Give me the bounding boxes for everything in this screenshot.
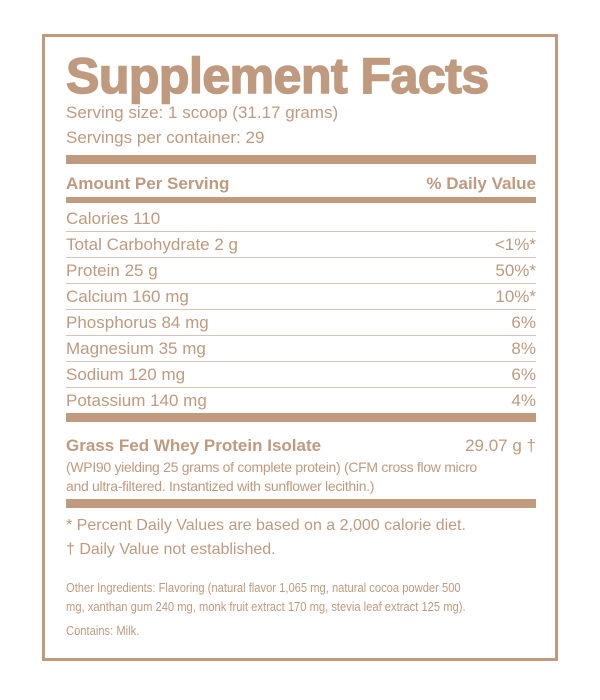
nutrient-name: Potassium 140 mg [66, 391, 207, 410]
ingredient-description-1: (WPI90 yielding 25 grams of complete pro… [66, 459, 477, 475]
ingredient-row: Grass Fed Whey Protein Isolate 29.07 g † [66, 436, 536, 456]
nutrient-name: Phosphorus 84 mg [66, 313, 209, 332]
nutrient-daily-value: 6% [511, 365, 536, 384]
amount-per-serving-label: Amount Per Serving [66, 174, 230, 193]
panel-title: Supplement Facts [65, 48, 490, 104]
nutrient-name: Magnesium 35 mg [66, 339, 206, 358]
nutrient-daily-value: 10%* [495, 287, 536, 306]
contains-allergens: Contains: Milk. [66, 623, 140, 638]
nutrient-row: Calcium 160 mg 10%* [66, 284, 536, 310]
servings-per-container: Servings per container: 29 [66, 128, 265, 147]
nutrient-name: Total Carbohydrate 2 g [66, 235, 238, 254]
nutrient-row: Calories 110 [66, 206, 536, 232]
other-ingredients-2: mg, xanthan gum 240 mg, monk fruit extra… [66, 599, 466, 614]
percent-daily-note: * Percent Daily Values are based on a 2,… [66, 517, 466, 534]
ingredient-name: Grass Fed Whey Protein Isolate [66, 436, 322, 455]
divider-thick [66, 413, 536, 422]
nutrient-name: Protein 25 g [66, 261, 158, 280]
nutrient-name: Sodium 120 mg [66, 365, 186, 384]
nutrient-name: Calcium 160 mg [66, 287, 189, 306]
nutrient-row: Potassium 140 mg 4% [66, 388, 536, 413]
nutrient-name: Calories 110 [66, 209, 161, 228]
table-header: Amount Per Serving % Daily Value [66, 174, 536, 194]
dagger-note: † Daily Value not established. [66, 541, 276, 558]
divider-thick [66, 155, 536, 164]
divider-thick [66, 499, 536, 508]
ingredient-amount: 29.07 g † [465, 436, 536, 455]
nutrient-row: Magnesium 35 mg 8% [66, 336, 536, 362]
ingredient-description-2: and ultra-filtered. Instantized with sun… [66, 478, 375, 494]
nutrient-daily-value: <1%* [494, 235, 536, 254]
daily-value-label: % Daily Value [426, 174, 536, 193]
nutrient-daily-value: 6% [511, 313, 536, 332]
other-ingredients-1: Other Ingredients: Flavoring (natural fl… [66, 580, 461, 595]
nutrient-daily-value: 4% [511, 391, 536, 410]
nutrient-row: Protein 25 g 50%* [66, 258, 536, 284]
nutrient-row: Total Carbohydrate 2 g <1%* [66, 232, 536, 258]
supplement-facts-panel: Supplement Facts Serving size: 1 scoop (… [42, 34, 558, 661]
nutrient-row: Sodium 120 mg 6% [66, 362, 536, 388]
nutrient-daily-value: 8% [511, 339, 536, 358]
divider-medium [66, 197, 536, 203]
nutrient-table: Calories 110 Total Carbohydrate 2 g <1%* Pr… [66, 206, 536, 413]
nutrient-row: Phosphorus 84 mg 6% [66, 310, 536, 336]
nutrient-daily-value: 50%* [495, 261, 536, 280]
serving-size: Serving size: 1 scoop (31.17 grams) [66, 103, 339, 122]
